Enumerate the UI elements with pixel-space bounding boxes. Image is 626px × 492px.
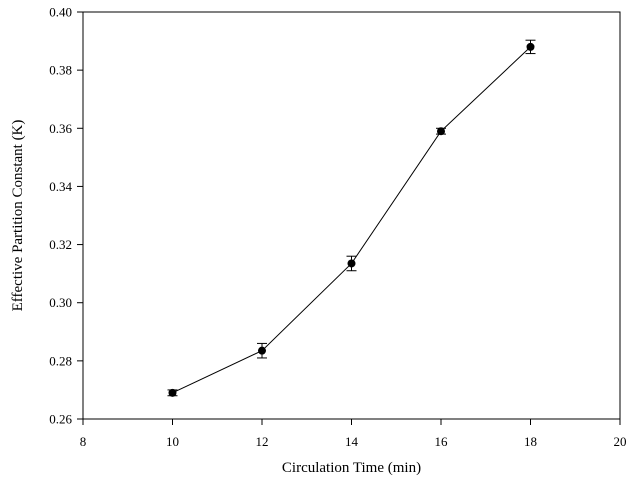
y-tick-label: 0.30 [49, 295, 72, 310]
data-point [258, 347, 266, 355]
y-tick-label: 0.40 [49, 5, 72, 20]
data-point [169, 389, 177, 397]
plot-frame [83, 12, 620, 419]
y-tick-label: 0.26 [49, 412, 72, 427]
y-tick-label: 0.28 [49, 353, 72, 368]
x-tick-label: 14 [345, 434, 359, 449]
x-tick-label: 20 [614, 434, 626, 449]
series-layer [168, 40, 536, 397]
x-tick-label: 12 [256, 434, 269, 449]
data-point [348, 259, 356, 267]
y-tick-label: 0.38 [49, 63, 72, 78]
series-line [173, 47, 531, 393]
x-axis-title: Circulation Time (min) [282, 460, 421, 476]
y-axis: 0.26 0.28 0.30 0.32 0.34 0.36 0.38 0.40 [49, 5, 83, 427]
data-point [437, 127, 445, 135]
y-tick-label: 0.32 [49, 237, 72, 252]
x-axis: 8 10 12 14 16 18 20 [80, 419, 626, 449]
x-tick-label: 18 [524, 434, 537, 449]
y-tick-label: 0.36 [49, 121, 72, 136]
y-tick-label: 0.34 [49, 179, 72, 194]
x-tick-label: 8 [80, 434, 87, 449]
y-axis-title: Effective Partition Constant (K) [10, 120, 26, 312]
data-point [527, 43, 535, 51]
x-tick-label: 16 [435, 434, 449, 449]
x-tick-label: 10 [166, 434, 179, 449]
